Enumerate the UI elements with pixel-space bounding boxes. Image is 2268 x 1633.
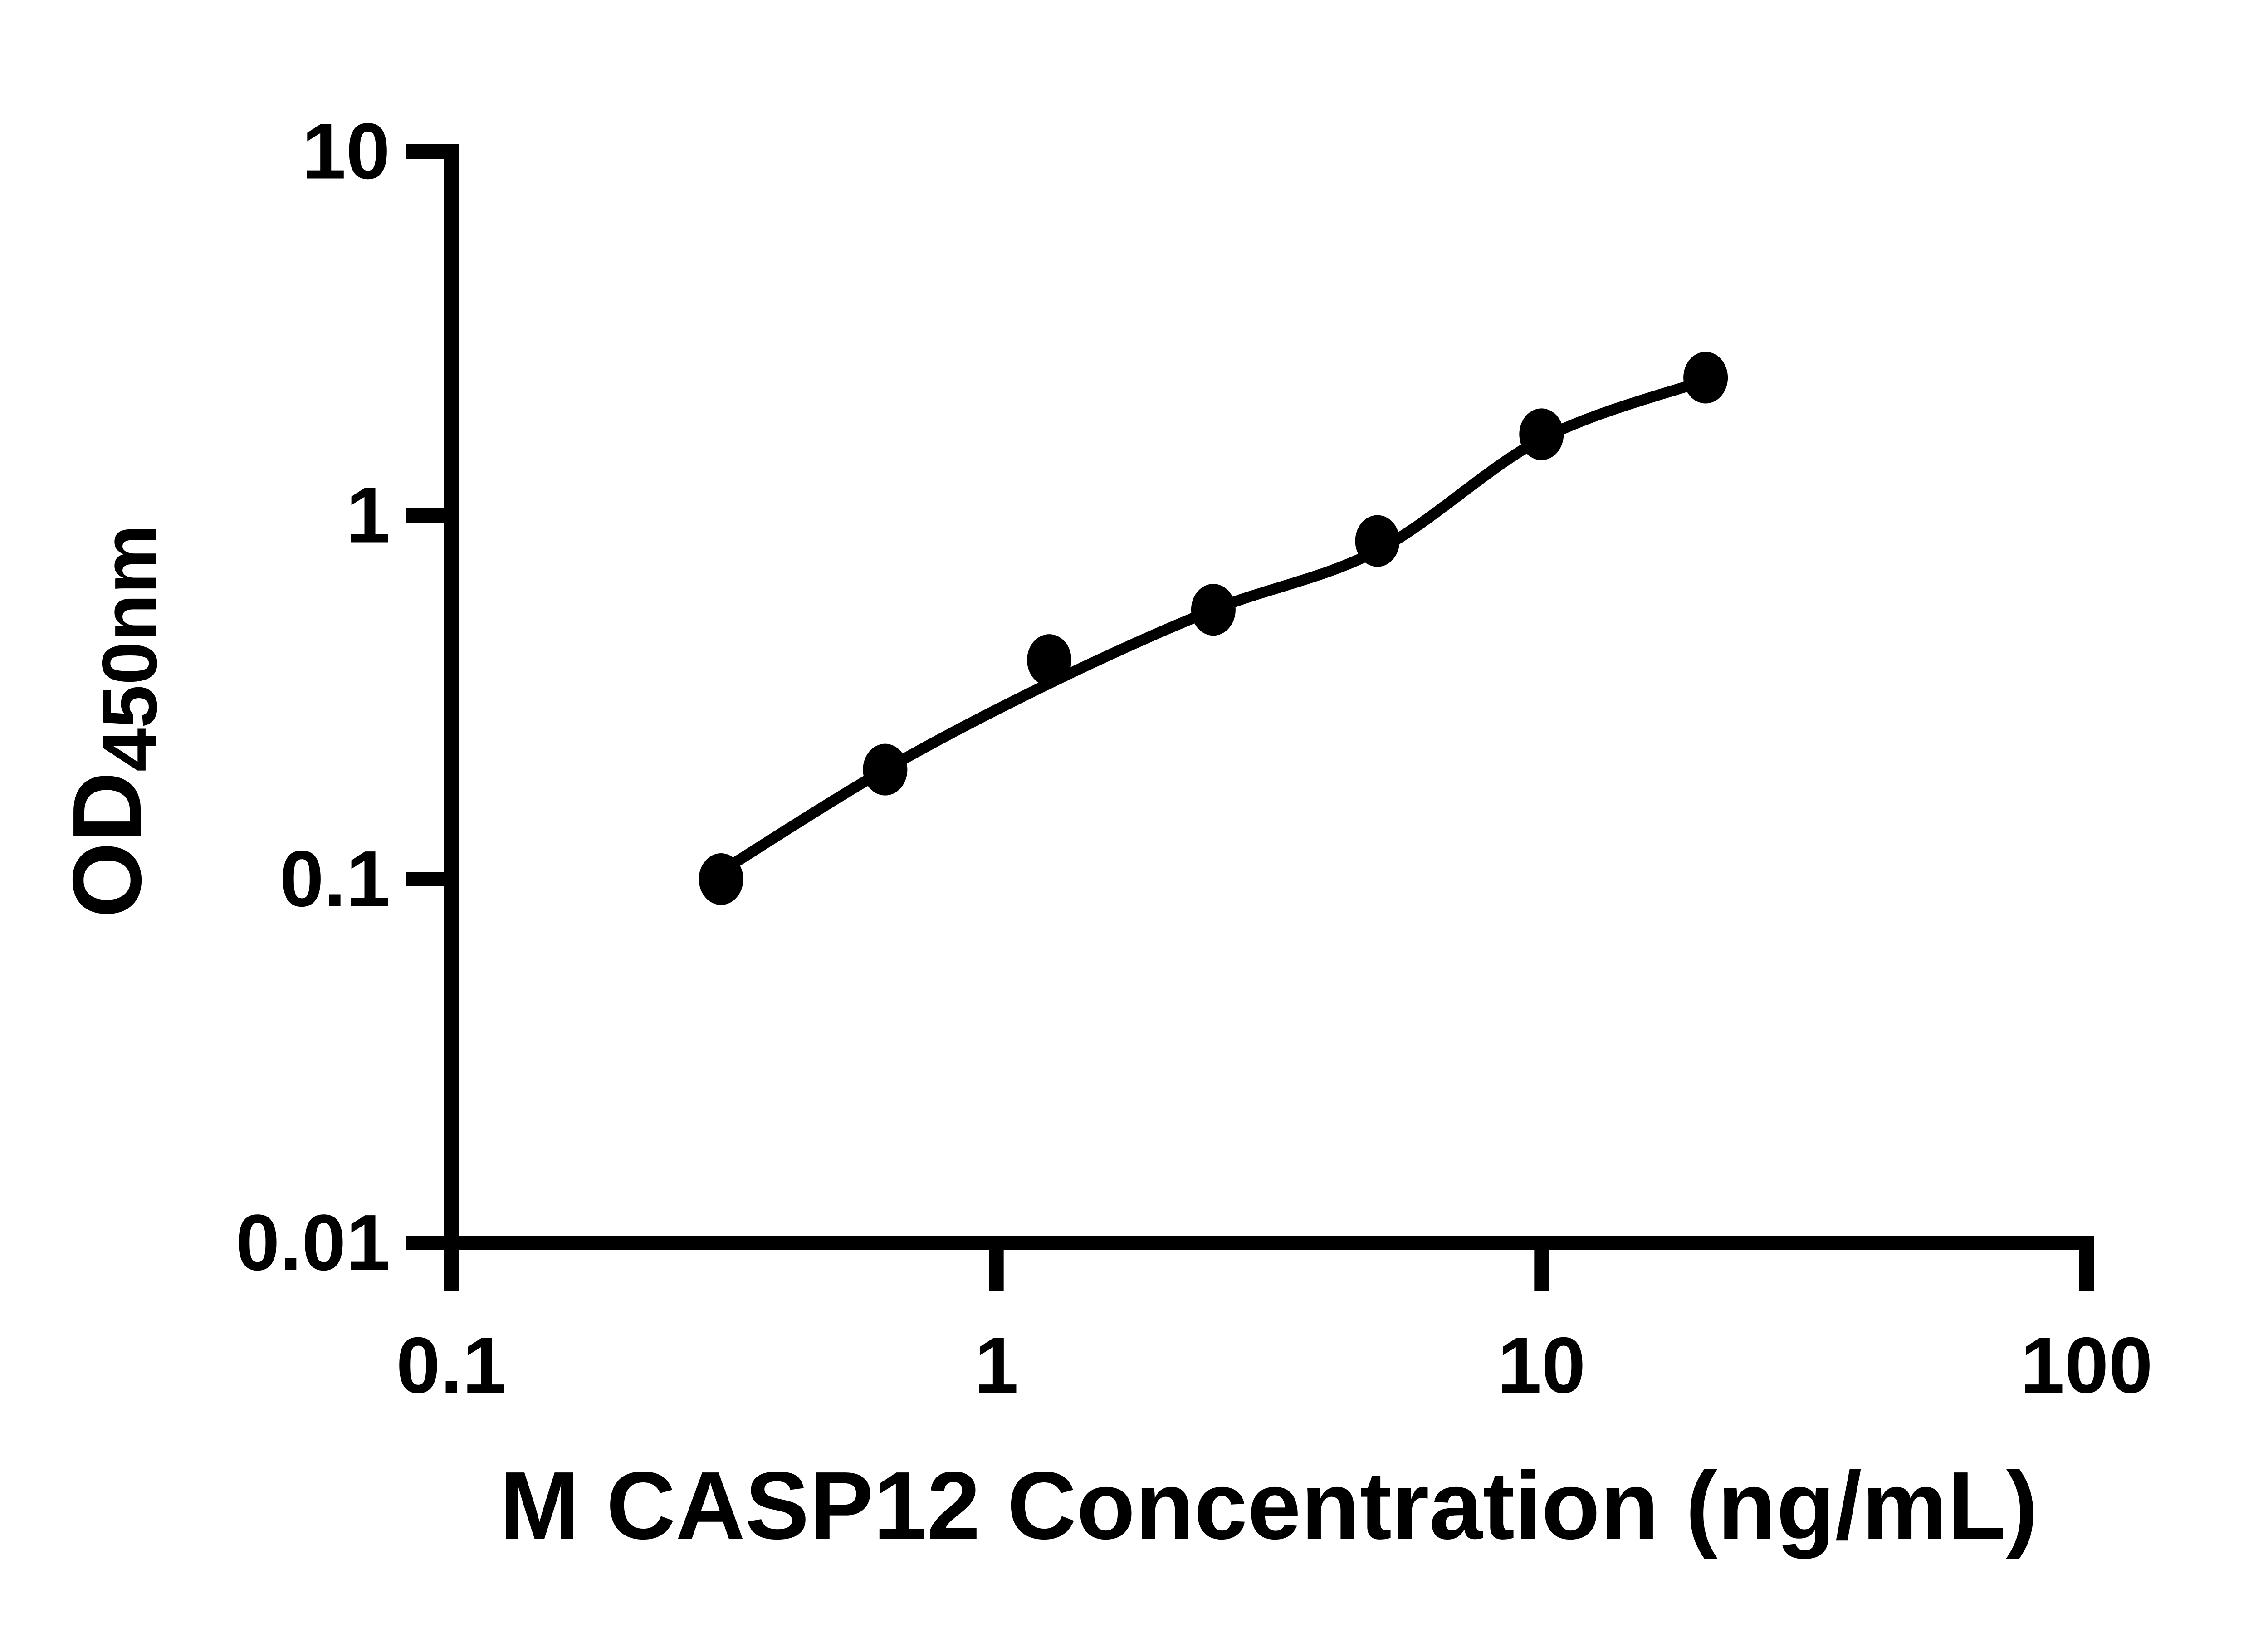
- x-axis-tick-labels: 0.1 1 10 100: [396, 1321, 2153, 1410]
- data-points-group: [699, 352, 1728, 905]
- data-point: [1027, 634, 1072, 686]
- y-axis-title: OD450nm: [52, 524, 173, 918]
- y-axis-title-main: OD: [52, 772, 161, 918]
- data-point: [1191, 584, 1236, 636]
- y-axis-ticks: [406, 144, 451, 1250]
- y-axis-title-subscript: 450nm: [86, 524, 173, 772]
- data-point: [699, 853, 743, 905]
- axis-frame-line: [444, 144, 2094, 1250]
- data-point: [863, 743, 908, 796]
- x-tick-label: 10: [1497, 1321, 1586, 1410]
- y-tick-label: 10: [302, 108, 390, 196]
- x-tick-label: 1: [974, 1321, 1018, 1410]
- y-tick-label: 1: [346, 471, 390, 560]
- y-tick-label: 0.01: [235, 1199, 390, 1287]
- x-axis-ticks: [444, 1243, 2094, 1291]
- data-point: [1355, 515, 1400, 567]
- axes: [444, 144, 2094, 1250]
- data-point: [1683, 352, 1728, 404]
- x-tick-label: 0.1: [396, 1321, 506, 1410]
- data-point: [1519, 408, 1564, 460]
- y-tick-label: 0.1: [280, 835, 390, 924]
- x-axis-title: M CASP12 Concentration (ng/mL): [499, 1452, 2038, 1559]
- x-tick-label: 100: [2020, 1321, 2153, 1410]
- y-axis-tick-labels: 10 1 0.1 0.01: [235, 108, 390, 1287]
